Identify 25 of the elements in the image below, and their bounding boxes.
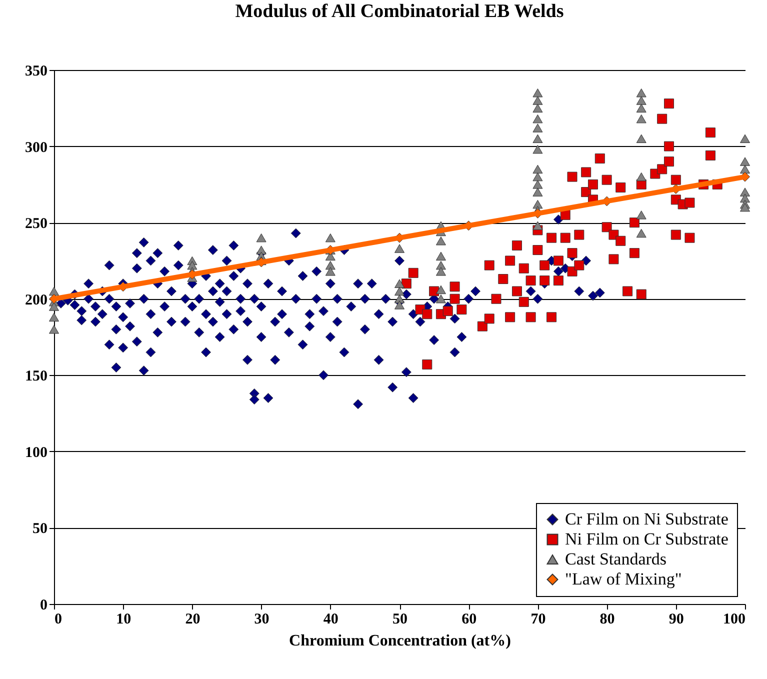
y-tick-label: 100 <box>25 444 48 461</box>
y-tick-label: 150 <box>25 368 48 385</box>
legend-label: Cr Film on Ni Substrate <box>565 510 728 528</box>
x-tick-label: 70 <box>530 612 546 628</box>
x-tick-label: 40 <box>323 612 338 628</box>
x-tick-label: 10 <box>116 612 132 628</box>
x-tick-label: 50 <box>392 612 408 628</box>
y-tick-label: 200 <box>25 292 48 308</box>
legend-label: "Law of Mixing" <box>565 570 682 588</box>
legend-label: Ni Film on Cr Substrate <box>565 530 728 548</box>
x-tick-label: 90 <box>668 612 684 628</box>
y-tick-label: 250 <box>25 216 48 232</box>
y-tick-label: 0 <box>40 598 48 614</box>
legend-label: Cast Standards <box>565 550 667 568</box>
x-tick-label: 30 <box>254 612 270 628</box>
x-tick-label: 0 <box>54 612 62 628</box>
y-tick-label: 300 <box>25 140 48 156</box>
y-tick-label: 50 <box>32 521 48 538</box>
x-tick-label: 80 <box>600 612 615 628</box>
chart-title: Modulus of All Combinatorial EB Welds <box>235 1 564 22</box>
x-tick-label: 100 <box>723 612 746 628</box>
y-tick-label: 350 <box>25 64 48 80</box>
x-axis-title: Chromium Concentration (at%) <box>289 632 511 650</box>
x-tick-label: 60 <box>462 612 477 628</box>
x-tick-label: 20 <box>185 612 200 628</box>
